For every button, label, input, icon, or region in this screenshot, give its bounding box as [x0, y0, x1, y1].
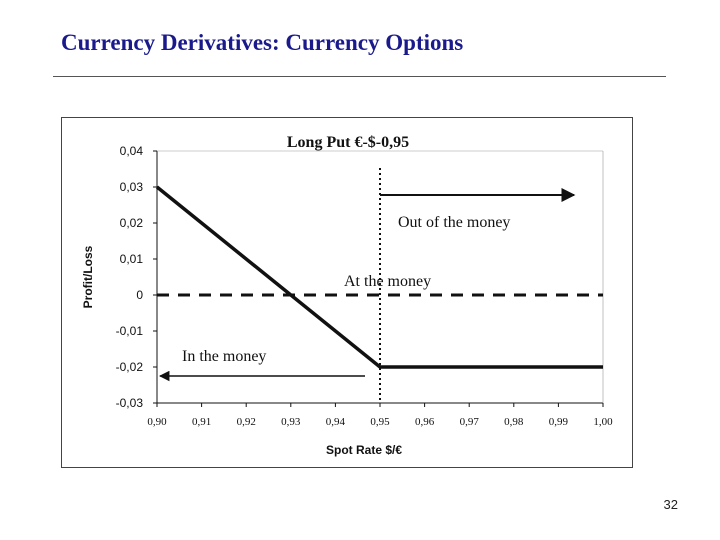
- x-tick-label: 0,92: [237, 416, 256, 428]
- at-the-money-label: At the money: [344, 273, 431, 290]
- in-the-money-label: In the money: [182, 348, 266, 365]
- payoff-series-line: [155, 185, 603, 369]
- title-divider: [53, 76, 666, 77]
- x-tick-label: 0,95: [370, 416, 390, 428]
- x-tick-label: 0,93: [281, 416, 301, 428]
- chart-title: Long Put €-$-0,95: [287, 134, 409, 151]
- y-tick-label: -0,03: [116, 396, 144, 410]
- y-tick-label: -0,01: [116, 324, 144, 338]
- y-tick-label: 0,02: [120, 216, 144, 230]
- x-tick-label: 0,98: [504, 416, 524, 428]
- y-tick-label: 0,04: [120, 144, 144, 158]
- x-tick-label: 0,96: [415, 416, 435, 428]
- x-tick-label: 0,90: [147, 416, 167, 428]
- y-axis-label: Profit/Loss: [81, 245, 95, 308]
- x-tick-label: 0,94: [326, 416, 346, 428]
- x-tick-label: 0,97: [460, 416, 480, 428]
- put-payoff-chart: 0,04 0,03 0,02 0,01 0 -0,01 -0,02 -0,030,90 0,91…: [81, 134, 613, 457]
- slide-title: Currency Derivatives: Currency Options: [61, 30, 464, 55]
- chart-frame: 0,04 0,03 0,02 0,01 0 -0,01 -0,02 -0,03 0,90 0,91…: [61, 117, 633, 468]
- x-tick-label: 0,91: [192, 416, 211, 428]
- out-of-money-label: Out of the money: [398, 214, 510, 231]
- x-tick-label: 1,00: [593, 416, 613, 428]
- y-tick-label: 0,03: [120, 180, 144, 194]
- page-number: 32: [663, 497, 678, 512]
- y-tick-label: 0,01: [120, 252, 144, 266]
- y-tick-label: -0,02: [116, 360, 144, 374]
- y-tick-label: 0: [136, 288, 143, 302]
- x-axis-label: Spot Rate $/€: [326, 443, 402, 457]
- x-tick-label: 0,99: [549, 416, 569, 428]
